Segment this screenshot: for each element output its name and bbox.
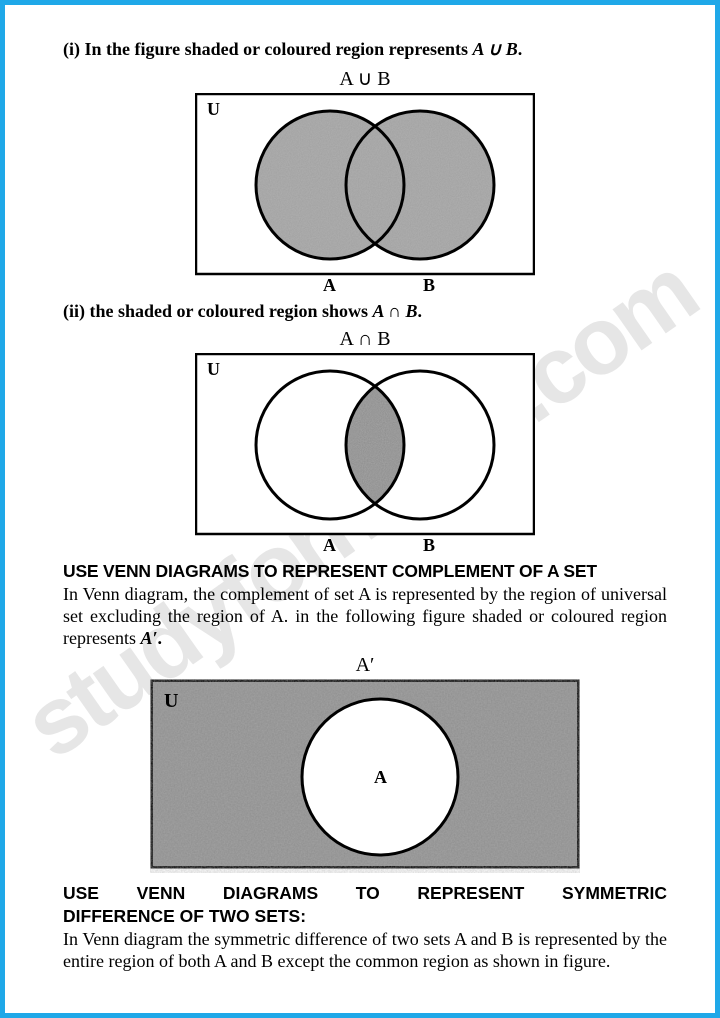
a-label-2: A [323, 535, 336, 553]
venn-intersection-diagram: U A B [195, 353, 535, 553]
a-label-1: A [323, 275, 336, 293]
section2-intro: (ii) the shaded or coloured region shows… [63, 301, 667, 322]
complement-heading: USE VENN DIAGRAMS TO REPRESENT COMPLEMEN… [63, 561, 667, 582]
figure2-title: A ∩ B [63, 328, 667, 351]
section1-intro: (i) In the figure shaded or coloured reg… [63, 39, 667, 60]
intersect-symbol: A ∩ B [373, 301, 418, 321]
u-label-2: U [207, 359, 220, 379]
complement-body: In Venn diagram, the complement of set A… [63, 584, 667, 650]
u-label-3: U [164, 690, 178, 712]
figure3: U A [63, 679, 667, 873]
u-label-1: U [207, 99, 220, 119]
b-label-1: B [423, 275, 435, 293]
venn-complement-diagram: U A [150, 679, 580, 873]
figure1: U A B [63, 93, 667, 293]
venn-union-diagram: U A B [195, 93, 535, 293]
symdiff-heading-line2: DIFFERENCE OF TWO SETS: [63, 906, 667, 927]
section2-intro-text: (ii) the shaded or coloured region shows [63, 301, 373, 321]
figure2: U A B [63, 353, 667, 553]
symdiff-body: In Venn diagram the symmetric difference… [63, 929, 667, 973]
figure1-title: A ∪ B [63, 66, 667, 91]
b-label-2: B [423, 535, 435, 553]
page-content: (i) In the figure shaded or coloured reg… [5, 5, 715, 1003]
figure3-title: A′ [63, 654, 667, 677]
union-symbol: A ∪ B [473, 39, 518, 59]
symdiff-heading-line1: USE VENN DIAGRAMS TO REPRESENT SYMMETRIC [63, 883, 667, 904]
a-label-3: A [374, 767, 387, 787]
section1-intro-text: (i) In the figure shaded or coloured reg… [63, 39, 473, 59]
complement-symbol: A′ [140, 628, 157, 648]
